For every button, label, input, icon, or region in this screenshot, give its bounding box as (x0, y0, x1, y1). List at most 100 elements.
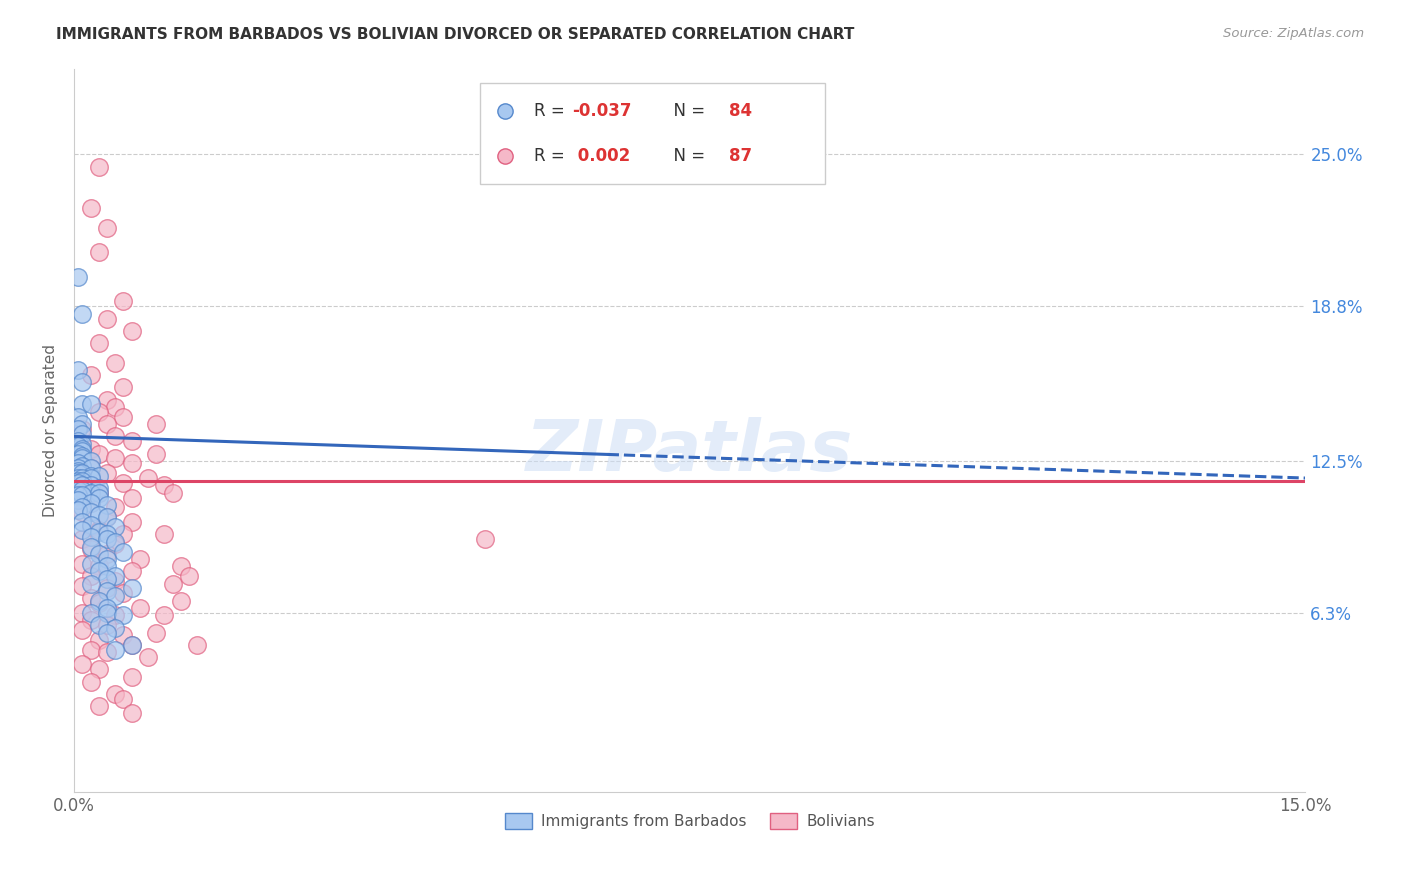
Point (79, 576, 101, 591)
Point (96, 625, 118, 640)
Point (87, 446, 110, 460)
Point (112, 475, 135, 490)
Point (96, 601, 118, 615)
Point (104, 569, 127, 583)
Point (79, 642, 101, 657)
Point (96, 583, 118, 598)
Point (67, 483, 90, 498)
Point (87, 336, 110, 351)
Point (87, 547, 110, 561)
Point (79, 591, 101, 606)
Point (121, 638, 143, 652)
Point (112, 628, 135, 642)
Point (112, 608, 135, 623)
Point (72, 466, 94, 480)
Point (128, 552, 150, 566)
Point (72, 488, 94, 502)
Point (87, 662, 110, 676)
Point (112, 586, 135, 600)
Point (96, 417, 118, 431)
Point (79, 530, 101, 544)
Point (96, 618, 118, 632)
Point (67, 434, 90, 449)
Point (72, 436, 94, 450)
Point (170, 559, 193, 574)
Point (136, 650, 159, 665)
Point (153, 527, 176, 541)
Point (79, 481, 101, 495)
Point (121, 491, 143, 505)
Point (121, 456, 143, 470)
Point (96, 510, 118, 524)
Point (121, 706, 143, 721)
Point (72, 474, 94, 488)
Point (72, 623, 94, 637)
Point (136, 471, 159, 485)
Text: ZIPatlas: ZIPatlas (526, 417, 853, 486)
Point (112, 691, 135, 706)
Point (96, 466, 118, 480)
Point (112, 409, 135, 424)
Point (72, 442, 94, 456)
Point (79, 485, 101, 500)
Point (67, 475, 90, 490)
Point (72, 444, 94, 458)
Point (72, 478, 94, 492)
Point (96, 645, 118, 659)
Point (72, 451, 94, 466)
Point (72, 426, 94, 441)
Point (104, 589, 127, 603)
Point (72, 557, 94, 571)
Point (67, 474, 90, 488)
Point (67, 422, 90, 436)
Point (79, 478, 101, 492)
Point (145, 417, 167, 431)
Point (87, 405, 110, 419)
Point (72, 449, 94, 463)
Point (72, 657, 94, 672)
Point (104, 537, 127, 551)
Point (112, 380, 135, 394)
Point (79, 495, 101, 509)
Point (87, 481, 110, 495)
Point (104, 642, 127, 657)
Point (145, 446, 167, 460)
Point (67, 270, 90, 285)
Point (87, 596, 110, 610)
Point (67, 456, 90, 470)
Point (72, 505, 94, 519)
Point (96, 221, 118, 235)
Point (72, 376, 94, 390)
Point (72, 579, 94, 593)
Point (67, 363, 90, 377)
Point (112, 294, 135, 309)
Point (79, 606, 101, 620)
Point (121, 670, 143, 684)
Point (96, 582, 118, 596)
Point (67, 471, 90, 485)
Point (87, 508, 110, 522)
Point (79, 613, 101, 627)
Point (104, 687, 127, 701)
Point (112, 527, 135, 541)
Point (79, 569, 101, 583)
Point (67, 466, 90, 480)
Point (153, 608, 176, 623)
Point (121, 582, 143, 596)
Point (87, 245, 110, 260)
Point (79, 495, 101, 509)
Point (96, 311, 118, 326)
Point (72, 500, 94, 515)
Point (79, 397, 101, 411)
Point (104, 356, 127, 370)
Point (177, 569, 200, 583)
Point (96, 392, 118, 407)
Point (72, 422, 94, 436)
Point (67, 409, 90, 424)
Point (96, 559, 118, 574)
Point (79, 542, 101, 557)
Point (79, 454, 101, 468)
Point (72, 483, 94, 498)
Point (79, 442, 101, 456)
Point (104, 500, 127, 515)
